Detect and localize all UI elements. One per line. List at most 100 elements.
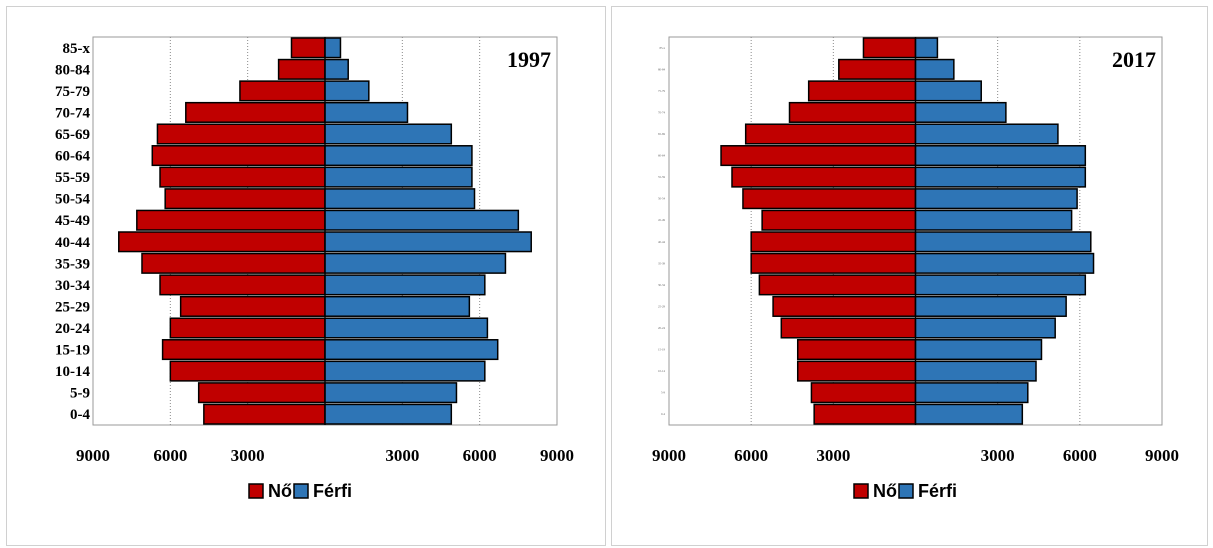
y-tick-label: 15-19 (55, 343, 90, 359)
x-tick-label: 6000 (1063, 446, 1097, 465)
bar-ferfi-30-34 (324, 274, 486, 296)
y-tick-label: 5-9 (661, 391, 665, 395)
legend-swatch (248, 483, 264, 499)
bar-no-45-49 (761, 209, 917, 231)
y-tick-label: 80-84 (658, 67, 665, 71)
bar-no-30-34 (758, 274, 917, 296)
y-tick-label: 60-64 (658, 154, 665, 158)
x-tick-label: 9000 (540, 446, 574, 465)
bar-ferfi-10-14 (324, 360, 486, 382)
legend-label: Férfi (918, 481, 957, 501)
bar-ferfi-80-84 (914, 58, 955, 80)
y-tick-label: 0-4 (661, 412, 665, 416)
y-tick-label: 30-34 (55, 278, 90, 294)
legend-label: Nő (268, 481, 292, 501)
bar-ferfi-45-49 (324, 209, 520, 231)
y-tick-label: 25-29 (658, 304, 665, 308)
y-tick-label: 60-64 (55, 149, 90, 165)
bar-no-40-44 (118, 231, 326, 253)
legend-swatch (293, 483, 309, 499)
y-tick-label: 70-74 (658, 110, 665, 114)
bar-no-70-74 (185, 101, 326, 123)
y-tick-label: 75-79 (658, 89, 665, 93)
bar-no-75-79 (239, 80, 326, 102)
y-tick-label: 45-49 (658, 218, 665, 222)
bar-ferfi-20-24 (914, 317, 1056, 339)
bar-no-25-29 (772, 295, 917, 317)
bar-no-10-14 (796, 360, 917, 382)
legend-swatch (898, 483, 914, 499)
bar-ferfi-55-59 (324, 166, 473, 188)
bar-no-20-24 (780, 317, 917, 339)
y-tick-label: 85-x (63, 41, 91, 57)
x-tick-label: 3000 (385, 446, 419, 465)
bar-no-55-59 (159, 166, 326, 188)
y-tick-label: 85-x (660, 46, 666, 50)
bar-no-25-29 (179, 295, 326, 317)
y-tick-label: 10-14 (55, 364, 90, 380)
bar-ferfi-75-79 (324, 80, 370, 102)
bar-no-80-84 (277, 58, 326, 80)
x-tick-label: 3000 (981, 446, 1015, 465)
legend: Nő Férfi (853, 481, 957, 501)
y-tick-label: 35-39 (658, 261, 665, 265)
bar-ferfi-25-29 (914, 295, 1067, 317)
bar-no-80-84 (838, 58, 917, 80)
x-tick-label: 3000 (231, 446, 265, 465)
y-tick-label: 80-84 (55, 62, 90, 78)
bar-no-30-34 (159, 274, 326, 296)
bar-ferfi-75-79 (914, 80, 982, 102)
bar-ferfi-35-39 (914, 252, 1095, 274)
bar-ferfi-70-74 (324, 101, 409, 123)
bar-no-65-69 (744, 123, 917, 145)
bar-ferfi-50-54 (324, 188, 476, 210)
bar-no-0-4 (203, 403, 326, 425)
y-tick-label: 65-69 (658, 132, 665, 136)
bar-ferfi-65-69 (914, 123, 1059, 145)
bar-no-85-x (862, 37, 917, 59)
pyramid-panel-1997: 0-4 5-9 10-14 15-19 20-24 25-29 30-34 35-39 40-4… (6, 6, 606, 546)
y-tick-label: 55-59 (658, 175, 665, 179)
y-tick-label: 20-24 (55, 321, 90, 337)
x-tick-label: 9000 (652, 446, 686, 465)
pyramid-panel-2017: 0-4 5-9 10-14 15-19 20-24 25-29 30-34 35-39 40-4… (611, 6, 1208, 546)
y-tick-label: 70-74 (55, 105, 90, 121)
year-label: 2017 (1112, 47, 1156, 72)
bar-ferfi-40-44 (914, 231, 1092, 253)
bar-no-55-59 (731, 166, 917, 188)
bar-ferfi-0-4 (914, 403, 1024, 425)
bar-no-20-24 (169, 317, 326, 339)
bar-no-35-39 (750, 252, 917, 274)
bar-no-5-9 (810, 382, 917, 404)
bar-no-50-54 (742, 188, 917, 210)
y-tick-label: 40-44 (658, 240, 665, 244)
bar-ferfi-30-34 (914, 274, 1087, 296)
y-tick-label: 15-19 (658, 348, 665, 352)
legend: Nő Férfi (248, 481, 352, 501)
y-tick-label: 20-24 (658, 326, 665, 330)
bar-ferfi-15-19 (324, 339, 499, 361)
y-tick-label: 35-39 (55, 256, 90, 272)
bar-ferfi-80-84 (324, 58, 349, 80)
bar-no-35-39 (141, 252, 326, 274)
year-label: 1997 (507, 47, 551, 72)
y-tick-label: 75-79 (55, 84, 90, 100)
bar-ferfi-60-64 (914, 145, 1087, 167)
pyramid-chart-2017: 0-4 5-9 10-14 15-19 20-24 25-29 30-34 35-39 40-4… (652, 36, 1179, 501)
pyramid-chart-1997: 0-4 5-9 10-14 15-19 20-24 25-29 30-34 35-39 40-4… (55, 36, 574, 501)
bar-ferfi-15-19 (914, 339, 1043, 361)
bar-ferfi-85-x (914, 37, 939, 59)
x-tick-label: 9000 (76, 446, 110, 465)
x-tick-label: 6000 (734, 446, 768, 465)
y-tick-label: 10-14 (658, 369, 665, 373)
x-tick-label: 3000 (816, 446, 850, 465)
y-tick-label: 0-4 (70, 407, 90, 423)
bar-no-45-49 (136, 209, 326, 231)
bar-no-60-64 (151, 145, 326, 167)
bar-ferfi-60-64 (324, 145, 473, 167)
y-tick-label: 40-44 (55, 235, 90, 251)
bar-ferfi-65-69 (324, 123, 453, 145)
bar-no-0-4 (813, 403, 917, 425)
bar-ferfi-35-39 (324, 252, 507, 274)
y-tick-label: 50-54 (55, 192, 90, 208)
